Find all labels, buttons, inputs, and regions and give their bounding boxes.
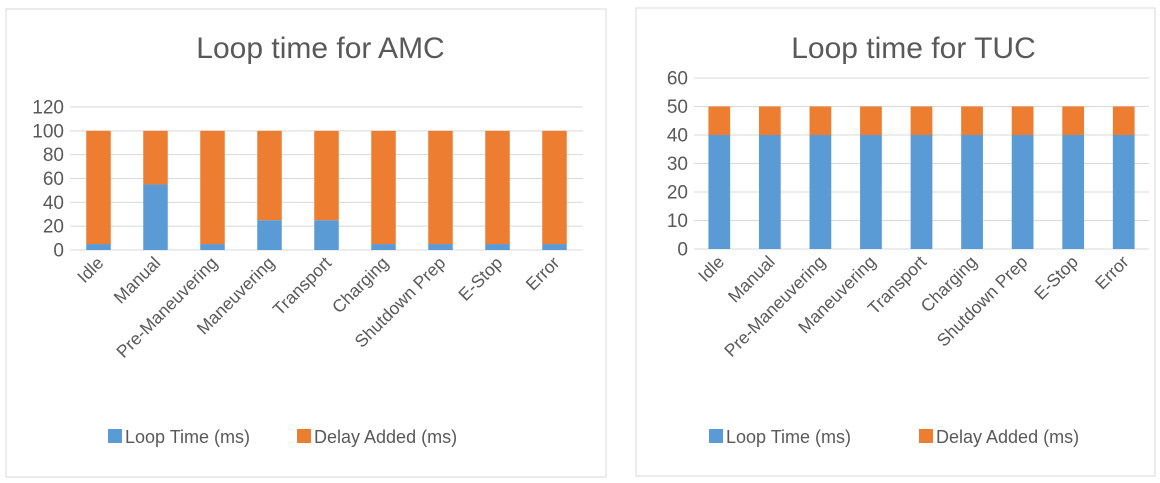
chart-tuc-svg: Loop time for TUC0102030405060IdleManual… xyxy=(635,7,1156,477)
bar-segment xyxy=(961,135,983,249)
bar-segment xyxy=(910,135,933,249)
bar-segment xyxy=(809,106,832,135)
bar-segment xyxy=(86,244,111,250)
legend-label: Delay Added (ms) xyxy=(936,427,1079,447)
legend-label: Delay Added (ms) xyxy=(314,427,457,447)
legend-swatch xyxy=(919,429,933,443)
bar-segment xyxy=(314,220,339,250)
y-tick-label: 40 xyxy=(43,193,64,214)
bar-segment xyxy=(1112,106,1135,135)
legend-swatch xyxy=(709,429,723,443)
bar-segment xyxy=(485,244,510,250)
bar-segment xyxy=(86,130,111,245)
bar-segment xyxy=(758,135,781,249)
chart-amc: Loop time for AMC 0 20 40 60 80 100 120 Idle Manu… xyxy=(5,8,607,478)
legend-swatch xyxy=(108,429,122,443)
y-tick-label: 100 xyxy=(32,121,64,142)
chart-tuc: Loop time for TUC 0 10 20 30 40 50 60 Idle Manual… xyxy=(630,0,1160,483)
bar-segment xyxy=(758,106,781,135)
legend-swatch xyxy=(297,429,311,443)
y-tick-label: 0 xyxy=(53,241,64,262)
y-tick-label: 50 xyxy=(667,97,688,118)
bar-segment xyxy=(1112,135,1135,249)
y-tick-label: 60 xyxy=(667,69,688,90)
legend-label: Loop Time (ms) xyxy=(125,427,250,447)
bar-segment xyxy=(542,244,567,250)
bar-segment xyxy=(143,130,168,185)
y-tick-label: 20 xyxy=(43,217,64,238)
bar-segment xyxy=(961,106,983,135)
bar-segment xyxy=(428,244,453,250)
bar-segment xyxy=(371,244,396,250)
bar-segment xyxy=(143,184,168,250)
bar-segment xyxy=(257,130,282,221)
y-tick-label: 120 xyxy=(32,98,64,119)
bar-segment xyxy=(485,130,510,245)
legend-label: Loop Time (ms) xyxy=(726,427,851,447)
bar-segment xyxy=(1062,135,1085,249)
bar-segment xyxy=(542,130,567,245)
chart-title: Loop time for TUC xyxy=(791,32,1036,65)
y-tick-label: 30 xyxy=(667,154,688,175)
y-tick-label: 40 xyxy=(667,126,688,147)
y-tick-label: 80 xyxy=(43,145,64,166)
bar-segment xyxy=(860,135,882,249)
bar-segment xyxy=(708,106,731,135)
chart-title: Loop time for AMC xyxy=(196,32,444,65)
bar-segment xyxy=(910,106,933,135)
bar-segment xyxy=(200,130,225,245)
bar-segment xyxy=(1011,135,1034,249)
bar-segment xyxy=(708,135,731,249)
bar-segment xyxy=(371,130,396,245)
y-tick-label: 60 xyxy=(43,169,64,190)
y-tick-label: 0 xyxy=(677,240,688,261)
bar-segment xyxy=(1062,106,1085,135)
bar-segment xyxy=(428,130,453,245)
bar-segment xyxy=(1011,106,1034,135)
bar-segment xyxy=(314,130,339,221)
bar-segment xyxy=(257,220,282,250)
y-tick-label: 10 xyxy=(667,211,688,232)
y-tick-label: 20 xyxy=(667,183,688,204)
bar-segment xyxy=(860,106,882,135)
bar-segment xyxy=(200,244,225,250)
bar-segment xyxy=(809,135,832,249)
